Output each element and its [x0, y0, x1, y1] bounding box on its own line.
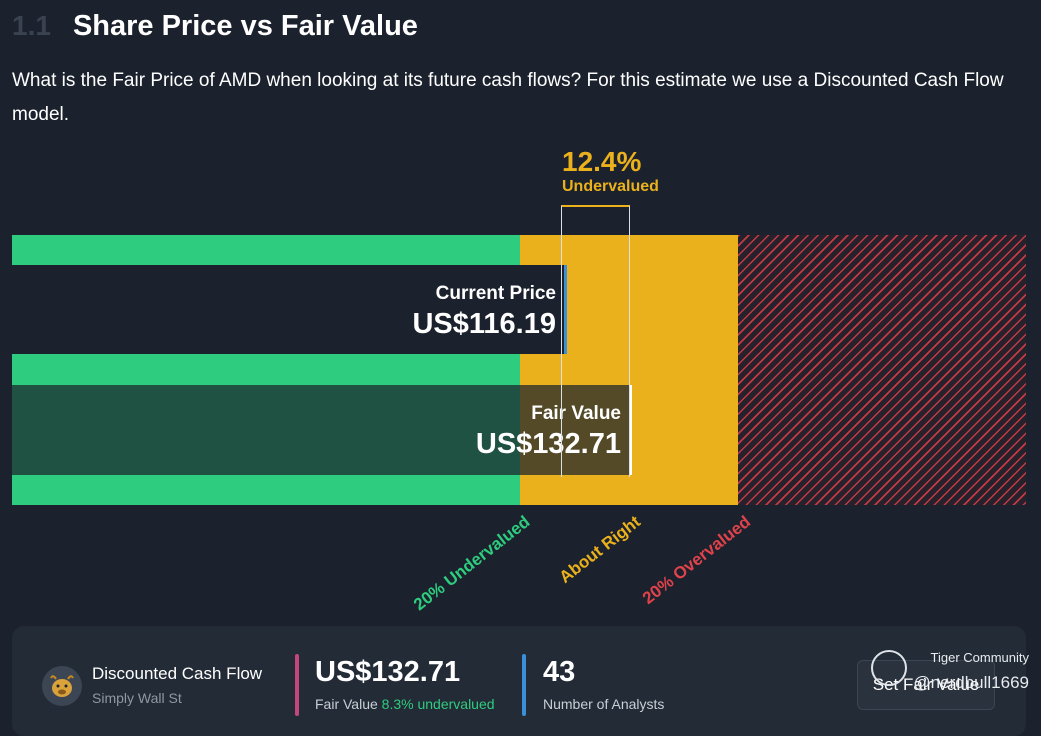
analyst-caption: Number of Analysts: [543, 696, 665, 712]
fair-value-bar: Fair Value US$132.71: [12, 385, 632, 475]
current-price-marker: [564, 265, 567, 354]
tiger-community-icon: [871, 650, 908, 686]
model-source: Simply Wall St: [92, 690, 182, 706]
valuation-chart: Current Price US$116.19 Fair Value US$13…: [12, 235, 1026, 505]
section-number: 1.1: [12, 10, 51, 41]
footer-fair-value: US$132.71: [315, 656, 461, 688]
gap-bracket: [561, 205, 630, 477]
watermark-handle: @nerdbull1669: [913, 673, 1029, 692]
zone-label-undervalued: 20% Undervalued: [410, 512, 534, 615]
model-name: Discounted Cash Flow: [92, 664, 263, 683]
fair-value-label-group: Fair Value US$132.71: [476, 403, 621, 463]
bull-icon: [42, 666, 82, 706]
gap-label: Undervalued: [562, 178, 659, 195]
zone-label-overvalued: 20% Overvalued: [638, 512, 754, 608]
fair-value-value: US$132.71: [475, 428, 621, 460]
fair-value-marker: [629, 385, 632, 475]
zone-overvalued: [738, 235, 1026, 505]
fair-value-caption: Fair Value: [531, 403, 621, 424]
zone-label-about-right: About Right: [555, 512, 644, 587]
footer-fair-value-caption: Fair Value 8.3% undervalued: [315, 696, 495, 712]
valuation-model-card: Discounted Cash Flow Simply Wall St US$1…: [12, 626, 1026, 736]
current-price-bar: Current Price US$116.19: [12, 265, 567, 354]
footer-fair-status: 8.3% undervalued: [381, 696, 495, 712]
section-description: What is the Fair Price of AMD when looki…: [12, 70, 1004, 125]
analyst-count: 43: [543, 656, 576, 688]
section-header: 1.1 Share Price vs Fair Value: [12, 6, 418, 46]
footer-fair-caption-text: Fair Value: [315, 696, 378, 712]
gap-percent: 12.4%: [562, 146, 642, 177]
watermark-brand: Tiger Community: [930, 650, 1029, 665]
fair-value-divider: [295, 654, 299, 716]
analysts-divider: [522, 654, 526, 716]
current-price-label-group: Current Price US$116.19: [412, 283, 556, 343]
current-price-caption: Current Price: [435, 283, 556, 304]
watermark: Tiger Community @nerdbull1669: [871, 650, 1029, 693]
current-price-value: US$116.19: [412, 308, 556, 340]
section-title: Share Price vs Fair Value: [72, 9, 418, 42]
